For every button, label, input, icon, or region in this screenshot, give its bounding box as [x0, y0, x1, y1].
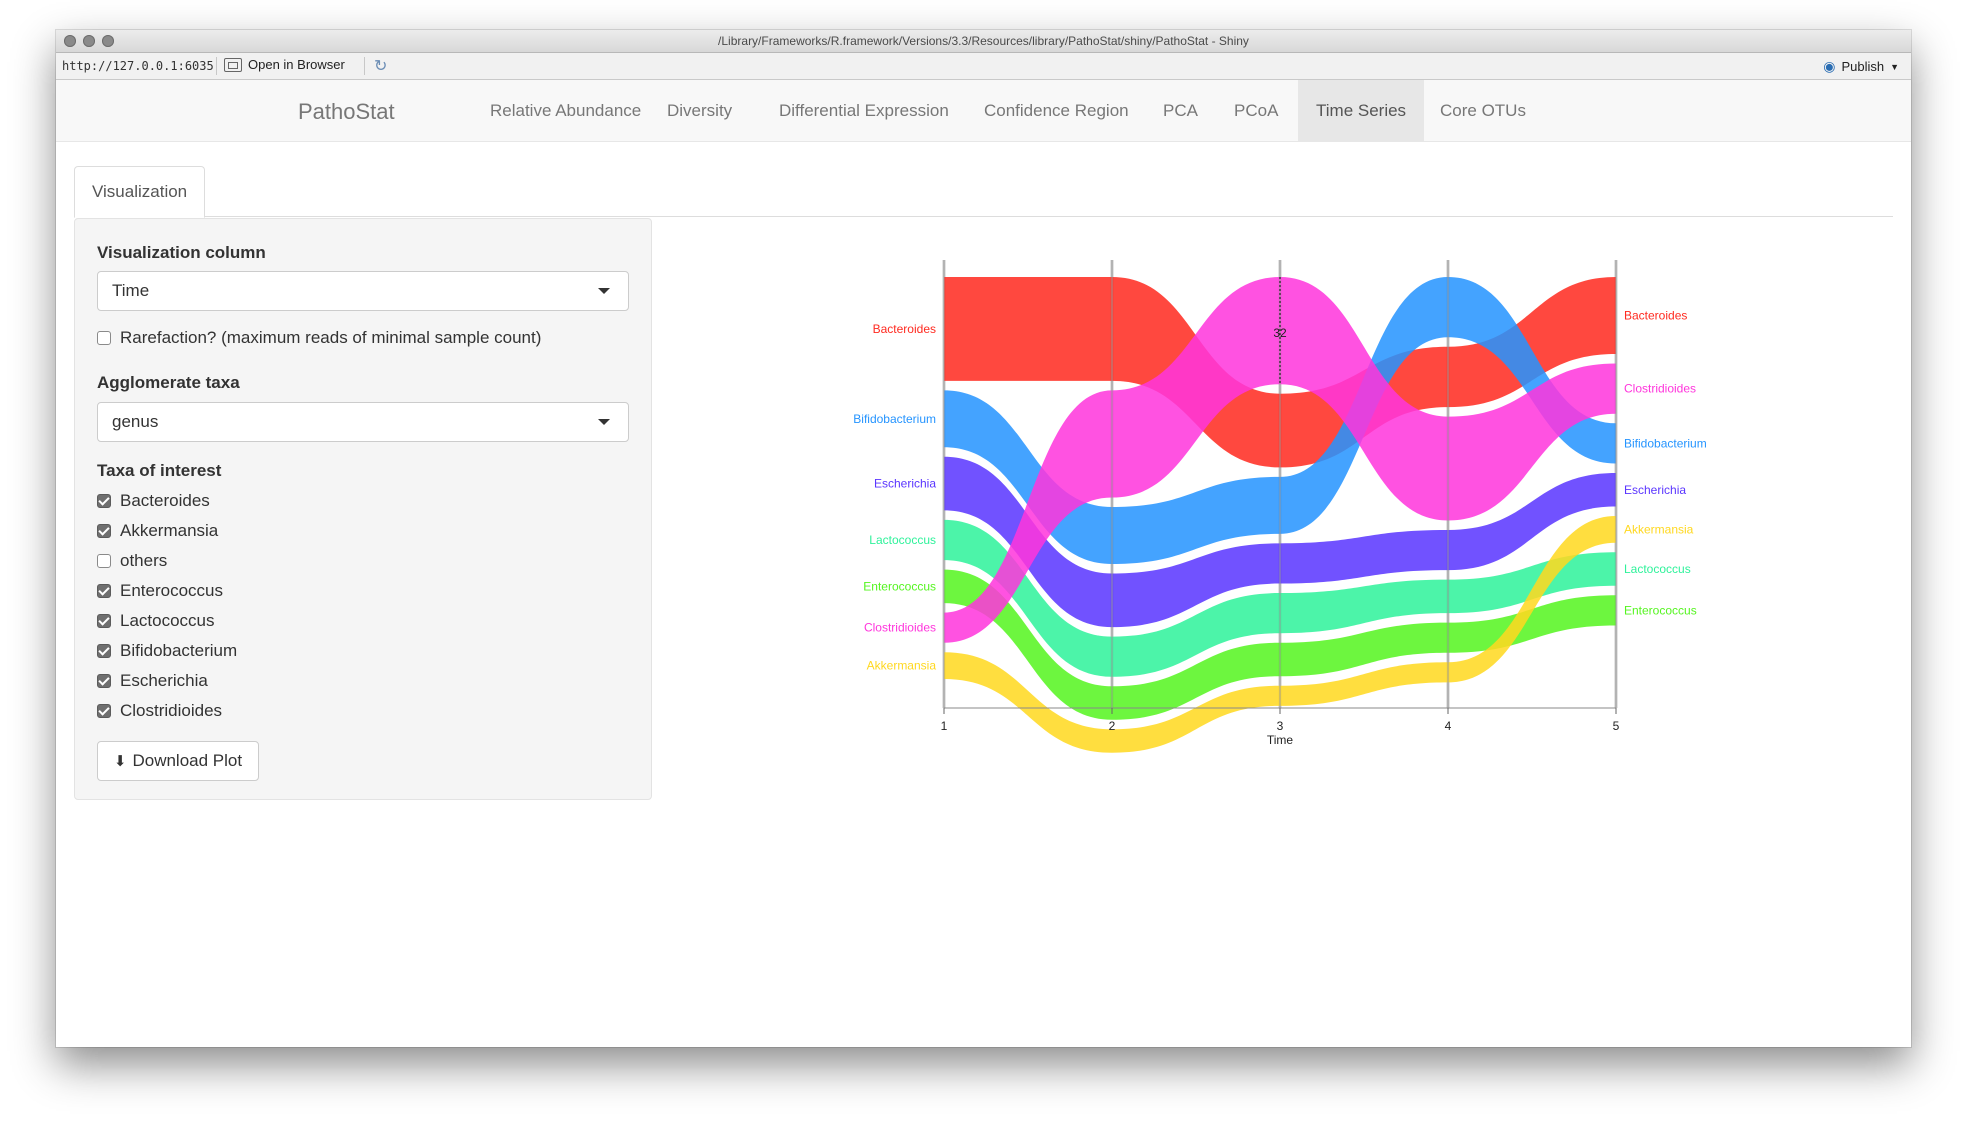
- x-tick-label: 4: [1445, 719, 1452, 733]
- publish-label: Publish: [1841, 59, 1885, 74]
- series-label-right: Enterococcus: [1624, 603, 1697, 617]
- taxa-item-label: Akkermansia: [120, 521, 219, 540]
- vis-column-select[interactable]: Time: [97, 271, 629, 311]
- checkbox-box[interactable]: [97, 584, 111, 598]
- tab-strip-divider: [74, 216, 1893, 217]
- download-icon: ⬇: [113, 753, 127, 770]
- series-label-left: Escherichia: [874, 477, 936, 491]
- title-bar: /Library/Frameworks/R.framework/Versions…: [56, 30, 1911, 53]
- viewer-toolbar: http://127.0.0.1:6035 Open in Browser ↻ …: [56, 53, 1911, 80]
- nav-diversity[interactable]: Diversity: [667, 101, 733, 120]
- vis-column-label: Visualization column: [97, 243, 266, 262]
- download-plot-button[interactable]: ⬇ Download Plot: [97, 741, 259, 781]
- nav-confidence-region[interactable]: Confidence Region: [984, 101, 1129, 120]
- taxa-item-label: others: [120, 551, 168, 570]
- x-tick-label: 2: [1109, 719, 1116, 733]
- x-axis-label: Time: [1267, 733, 1294, 747]
- x-tick-label: 1: [941, 719, 948, 733]
- url-display: http://127.0.0.1:6035: [62, 59, 214, 73]
- taxa-checkbox-clostridioides[interactable]: Clostridioides: [97, 701, 222, 721]
- tab-visualization[interactable]: Visualization: [74, 166, 206, 218]
- open-in-browser-label: Open in Browser: [248, 57, 345, 72]
- refresh-icon[interactable]: ↻: [374, 58, 388, 75]
- chevron-down-icon: [598, 419, 610, 425]
- taxa-checkbox-escherichia[interactable]: Escherichia: [97, 671, 208, 691]
- checkbox-box[interactable]: [97, 494, 111, 508]
- taxa-checkbox-akkermansia[interactable]: Akkermansia: [97, 521, 218, 541]
- checkbox-box[interactable]: [97, 704, 111, 718]
- stream-band-enterococcus: [944, 569, 1616, 720]
- series-label-right: Escherichia: [1624, 483, 1686, 497]
- taxa-item-label: Enterococcus: [120, 581, 223, 600]
- publish-eye-icon: ◉: [1823, 58, 1836, 74]
- series-label-right: Bacteroides: [1624, 309, 1687, 323]
- hover-value-label: 32: [1273, 326, 1287, 340]
- zoom-window-button[interactable]: [102, 35, 114, 47]
- series-label-left: Bifidobacterium: [853, 412, 936, 426]
- nav-pcoa[interactable]: PCoA: [1234, 101, 1279, 120]
- checkbox-box[interactable]: [97, 644, 111, 658]
- checkbox-box[interactable]: [97, 524, 111, 538]
- x-tick-label: 3: [1277, 719, 1284, 733]
- chevron-down-icon: [598, 288, 610, 294]
- series-label-left: Enterococcus: [863, 579, 936, 593]
- series-label-right: Clostridioides: [1624, 382, 1696, 396]
- minimize-window-button[interactable]: [83, 35, 95, 47]
- open-in-browser-button[interactable]: Open in Browser: [224, 57, 345, 72]
- series-label-right: Lactococcus: [1624, 562, 1691, 576]
- series-label-right: Akkermansia: [1624, 522, 1694, 536]
- taxa-item-label: Lactococcus: [120, 611, 215, 630]
- series-label-left: Bacteroides: [873, 322, 936, 336]
- agglomerate-value: genus: [112, 412, 159, 431]
- rarefaction-checkbox[interactable]: Rarefaction? (maximum reads of minimal s…: [97, 328, 541, 348]
- series-label-left: Clostridioides: [864, 621, 936, 635]
- taxa-label: Taxa of interest: [97, 461, 222, 480]
- close-window-button[interactable]: [64, 35, 76, 47]
- checkbox-box[interactable]: [97, 674, 111, 688]
- stream-band-akkermansia: [944, 516, 1616, 753]
- series-label-right: Bifidobacterium: [1624, 436, 1707, 450]
- series-label-left: Lactococcus: [869, 533, 936, 547]
- chevron-down-icon: ▼: [1890, 61, 1899, 72]
- toolbar-divider: [216, 57, 217, 75]
- taxa-checkbox-enterococcus[interactable]: Enterococcus: [97, 581, 223, 601]
- time-series-plot[interactable]: Bacteroides Bacteroides Bifidobacterium Bif…: [676, 230, 1911, 970]
- stream-band-bacteroides: [944, 277, 1616, 468]
- checkbox-box[interactable]: [97, 331, 111, 345]
- x-tick-label: 5: [1613, 719, 1620, 733]
- vis-column-value: Time: [112, 281, 150, 300]
- stream-band-lactococcus: [944, 519, 1616, 677]
- taxa-checkbox-lactococcus[interactable]: Lactococcus: [97, 611, 215, 631]
- rarefaction-label: Rarefaction? (maximum reads of minimal s…: [120, 328, 542, 347]
- taxa-item-label: Escherichia: [120, 671, 208, 690]
- download-label: Download Plot: [132, 751, 243, 770]
- app-window: /Library/Frameworks/R.framework/Versions…: [56, 30, 1911, 1047]
- taxa-item-label: Bacteroides: [120, 491, 210, 510]
- stream-band-bifidobacterium: [944, 277, 1616, 564]
- toolbar-divider: [364, 57, 365, 75]
- nav-time-series[interactable]: Time Series: [1298, 80, 1425, 141]
- checkbox-box[interactable]: [97, 554, 111, 568]
- nav-pca[interactable]: PCA: [1163, 101, 1198, 120]
- open-window-icon: [224, 57, 242, 72]
- taxa-checkbox-others[interactable]: others: [97, 551, 167, 571]
- window-title: /Library/Frameworks/R.framework/Versions…: [718, 34, 1249, 48]
- taxa-checkbox-bifidobacterium[interactable]: Bifidobacterium: [97, 641, 237, 661]
- nav-differential-expression[interactable]: Differential Expression: [779, 101, 949, 120]
- agglomerate-label: Agglomerate taxa: [97, 373, 240, 392]
- brand[interactable]: PathoStat: [298, 99, 395, 124]
- series-label-left: Akkermansia: [867, 659, 937, 673]
- nav-relative-abundance[interactable]: Relative Abundance: [490, 101, 642, 120]
- stream-band-escherichia: [944, 456, 1616, 628]
- nav-core-otus[interactable]: Core OTUs: [1440, 101, 1526, 120]
- checkbox-box[interactable]: [97, 614, 111, 628]
- taxa-item-label: Clostridioides: [120, 701, 223, 720]
- taxa-checkbox-bacteroides[interactable]: Bacteroides: [97, 491, 210, 511]
- taxa-item-label: Bifidobacterium: [120, 641, 238, 660]
- sidebar-panel: Visualization column Time Rarefaction? (…: [74, 218, 652, 800]
- streamgraph-chart[interactable]: Bacteroides Bacteroides Bifidobacterium Bif…: [676, 230, 1911, 970]
- agglomerate-select[interactable]: genus: [97, 402, 629, 442]
- publish-button[interactable]: ◉ Publish ▼: [1823, 58, 1899, 75]
- navbar: PathoStat Relative Abundance Diversity D…: [56, 80, 1911, 142]
